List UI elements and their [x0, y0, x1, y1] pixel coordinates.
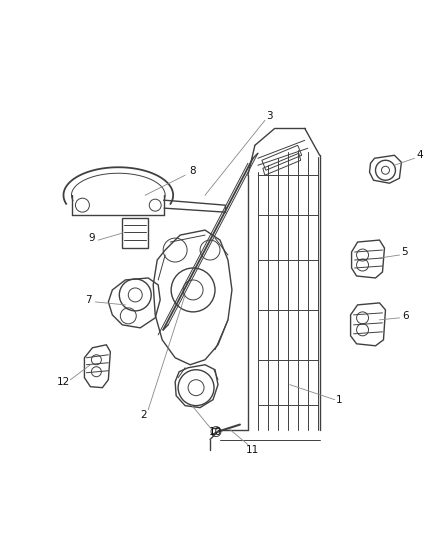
- Text: 1: 1: [336, 394, 343, 405]
- Text: 5: 5: [401, 247, 408, 257]
- Text: 6: 6: [402, 311, 409, 321]
- Text: 11: 11: [246, 445, 260, 455]
- Text: 2: 2: [140, 410, 147, 419]
- Text: 3: 3: [267, 111, 273, 122]
- Text: 9: 9: [88, 233, 95, 243]
- Text: 7: 7: [85, 295, 92, 305]
- Text: 4: 4: [416, 150, 423, 160]
- Text: 12: 12: [57, 377, 70, 387]
- Text: 8: 8: [189, 166, 195, 176]
- Text: 10: 10: [208, 426, 222, 437]
